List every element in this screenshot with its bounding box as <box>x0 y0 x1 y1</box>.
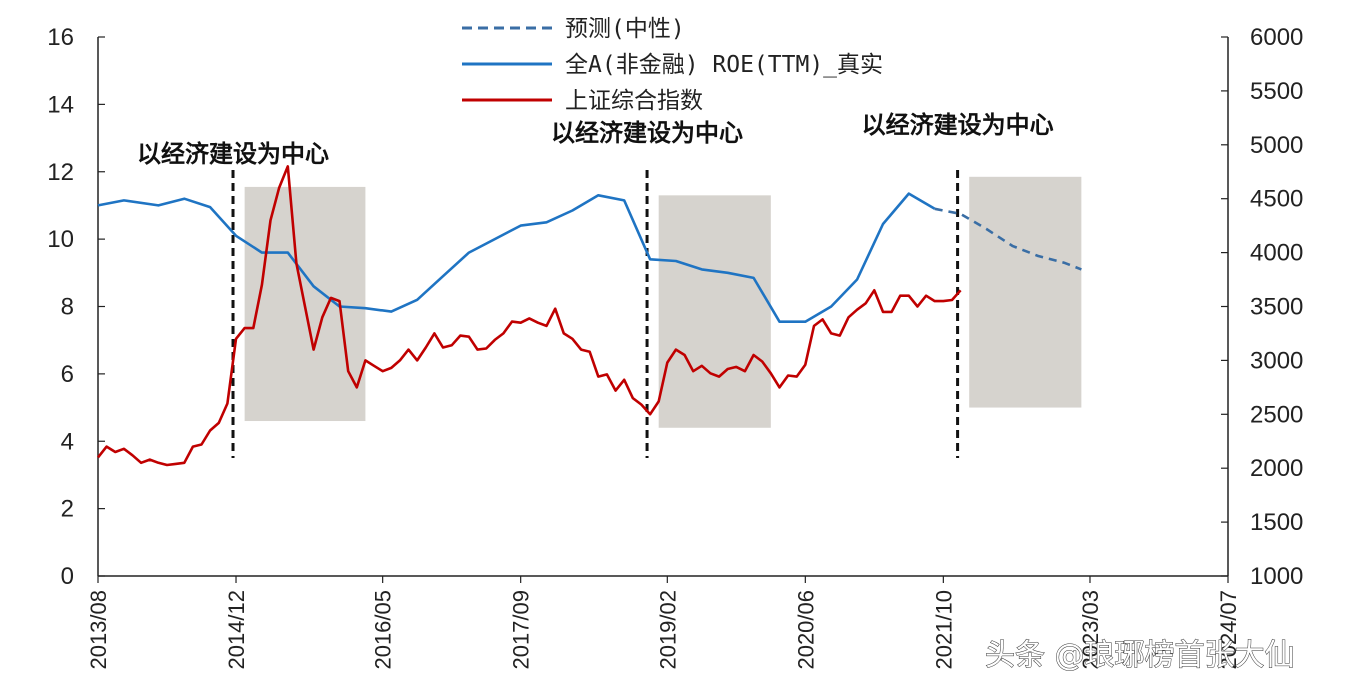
y-right-tick-label: 6000 <box>1250 24 1303 51</box>
x-tick-label: 2017/09 <box>509 590 534 670</box>
y-left-tick-label: 2 <box>61 496 74 523</box>
x-tick-label: 2013/08 <box>86 590 111 670</box>
y-left-tick-label: 14 <box>47 91 74 118</box>
y-right-tick-label: 1500 <box>1250 509 1303 536</box>
annotation-label-1: 以经济建设为中心 <box>137 140 329 168</box>
x-tick-label: 2016/05 <box>371 590 396 670</box>
watermark: 头条 @琅琊榜首张大仙 <box>985 638 1295 673</box>
y-right-tick-label: 1000 <box>1250 563 1303 590</box>
x-tick-label: 2014/12 <box>224 590 249 670</box>
shaded-regions <box>244 176 1082 428</box>
series-line-3 <box>96 165 962 467</box>
legend-label-3: 上证综合指数 <box>565 88 703 114</box>
x-tick-label: 2019/02 <box>655 590 680 670</box>
series-line-1 <box>97 192 936 323</box>
x-tick-label: 2024/07 <box>1216 590 1241 670</box>
shaded-region-3 <box>969 176 1082 408</box>
series-lines <box>96 165 1082 467</box>
y-left-tick-label: 0 <box>61 563 74 590</box>
axes: 0 2 4 6 8 10 12 14 16 1000 1500 2000 2500 3000 3500 400… <box>47 24 1303 670</box>
legend-label-1: 预测(中性) <box>565 16 685 42</box>
shaded-region-2 <box>658 195 771 428</box>
y-right-tick-label: 3000 <box>1250 347 1303 374</box>
legend-label-2: 全A(非金融) ROE(TTM)_真实 <box>565 52 883 78</box>
y-left-tick-label: 16 <box>47 24 74 51</box>
y-right-tick-label: 5500 <box>1250 78 1303 105</box>
annotation-label-2: 以经济建设为中心 <box>551 119 743 147</box>
y-right-tick-label: 4500 <box>1250 186 1303 213</box>
x-tick-label: 2023/03 <box>1078 590 1103 670</box>
annotation-label-3: 以经济建设为中心 <box>862 111 1054 139</box>
y-left-tick-label: 10 <box>47 226 74 253</box>
x-tick-label: 2021/10 <box>931 590 956 670</box>
y-right-tick-label: 2500 <box>1250 401 1303 428</box>
y-left-tick-label: 6 <box>61 361 74 388</box>
y-right-tick-label: 4000 <box>1250 240 1303 267</box>
y-right-tick-label: 5000 <box>1250 132 1303 159</box>
y-left-tick-label: 8 <box>61 294 74 321</box>
y-right-tick-label: 3500 <box>1250 294 1303 321</box>
y-left-tick-label: 12 <box>47 159 74 186</box>
y-left-tick-label: 4 <box>61 428 74 455</box>
x-tick-label: 2020/06 <box>793 590 818 670</box>
series-line-2 <box>934 207 1082 271</box>
y-right-tick-label: 2000 <box>1250 455 1303 482</box>
